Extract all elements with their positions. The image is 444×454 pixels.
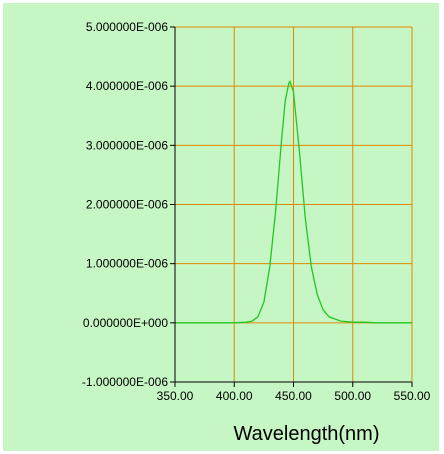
spectrum-series-line bbox=[175, 79, 412, 324]
x-tick-label: 550.00 bbox=[394, 389, 431, 403]
x-axis-label: Wavelength(nm) bbox=[234, 423, 380, 445]
y-tick-label: 3.000000E-006 bbox=[86, 138, 168, 152]
y-tick-label: 5.000000E-006 bbox=[86, 20, 168, 34]
label-layer: -1.000000E-006 0.000000E+000 1.000000E-006… bbox=[82, 20, 431, 445]
x-tick-label: 400.00 bbox=[216, 389, 253, 403]
x-tick-label: 500.00 bbox=[334, 389, 371, 403]
y-tick-label: 4.000000E-006 bbox=[86, 79, 168, 93]
x-tick-label: 450.00 bbox=[275, 389, 312, 403]
axis-layer bbox=[170, 26, 413, 387]
x-tick-label: 350.00 bbox=[157, 389, 194, 403]
series-layer bbox=[175, 79, 412, 324]
chart-area: -1.000000E-006 0.000000E+000 1.000000E-006… bbox=[3, 3, 439, 451]
spectrum-chart: -1.000000E-006 0.000000E+000 1.000000E-006… bbox=[82, 20, 431, 445]
y-tick-label: -1.000000E-006 bbox=[82, 375, 168, 389]
y-tick-label: 1.000000E-006 bbox=[86, 257, 168, 271]
y-tick-label: 0.000000E+000 bbox=[83, 316, 168, 330]
y-tick-label: 2.000000E-006 bbox=[86, 198, 168, 212]
grid-layer bbox=[175, 26, 413, 382]
